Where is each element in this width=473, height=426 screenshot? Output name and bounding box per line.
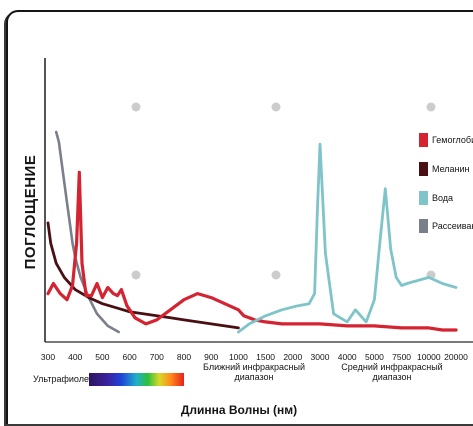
series-line-4	[54, 130, 120, 334]
region-label-line: Средний инфракрасный	[341, 362, 442, 372]
x-tick-label: 900	[204, 352, 218, 362]
x-tick-label: 1000	[229, 352, 248, 362]
x-tick-label: 4000	[338, 352, 357, 362]
x-tick-label: 800	[177, 352, 191, 362]
x-tick-label: 3000	[311, 352, 330, 362]
x-tick-label: 300	[41, 352, 55, 362]
legend-label: Рассеивание	[432, 221, 473, 231]
chart-canvas: ПОГЛОЩЕНИЕ 300 400 500 600 700 800 900 1000 1500…	[22, 58, 473, 417]
region-uv-label: Ультрафиолет	[33, 374, 93, 384]
x-tick-labels: 300 400 500 600 700 800 900 1000 1500 2000 3000 400…	[41, 352, 468, 362]
legend: Гемоглобин Меланин Вода Рассеивание	[419, 133, 473, 233]
x-tick-label: 1500	[256, 352, 275, 362]
x-tick-label: 400	[68, 352, 82, 362]
background-marker	[131, 102, 141, 112]
legend-swatch	[419, 191, 428, 205]
chart-frame: ПОГЛОЩЕНИЕ 300 400 500 600 700 800 900 1000 1500…	[6, 10, 473, 424]
visible-spectrum-swatch	[89, 373, 184, 386]
region-label-line: диапазон	[234, 372, 273, 382]
x-tick-label: 500	[95, 352, 109, 362]
background-marker	[426, 102, 436, 112]
x-tick-label: 10000	[417, 352, 441, 362]
legend-label: Меланин	[432, 164, 470, 174]
legend-swatch	[419, 219, 428, 233]
series-line-3	[237, 142, 458, 334]
background-marker	[271, 270, 281, 280]
y-axis-label: ПОГЛОЩЕНИЕ	[22, 155, 39, 270]
x-tick-label: 7500	[392, 352, 411, 362]
background-markers	[131, 102, 436, 280]
legend-swatch	[419, 133, 428, 147]
legend-label: Гемоглобин	[432, 135, 473, 145]
x-tick-label: 5000	[365, 352, 384, 362]
background-marker	[271, 102, 281, 112]
legend-swatch	[419, 162, 428, 176]
background-marker	[131, 270, 141, 280]
x-tick-label: 700	[150, 352, 164, 362]
series-line-1	[46, 170, 458, 332]
x-tick-label: 600	[123, 352, 137, 362]
x-tick-label: 20000	[444, 352, 468, 362]
x-axis-label: Длинна Волны (нм)	[181, 403, 297, 417]
series-lines	[46, 130, 458, 334]
x-tick-label: 2000	[283, 352, 302, 362]
region-label-line: Ближний инфракрасный	[203, 362, 305, 372]
legend-label: Вода	[432, 193, 453, 203]
region-label-line: диапазон	[372, 372, 411, 382]
